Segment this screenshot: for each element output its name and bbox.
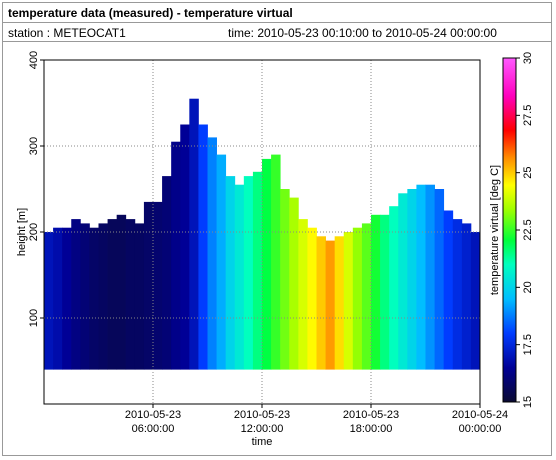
y-tick-label: 300: [28, 137, 40, 155]
heat-cell: [44, 232, 54, 370]
y-tick-label: 200: [28, 223, 40, 241]
heat-cell: [62, 227, 72, 370]
colorbar-label: temperature virtual [deg C]: [489, 165, 501, 295]
heat-cell: [289, 197, 299, 370]
heat-cell: [116, 214, 127, 370]
heat-cell: [71, 219, 81, 370]
time-range: time: 2010-05-23 00:10:00 to 2010-05-24 …: [228, 26, 497, 40]
x-tick-label: 2010-05-23 18:00:00: [342, 409, 400, 435]
colorbar: [502, 57, 517, 403]
heat-cell: [225, 176, 236, 370]
heat-cell: [425, 184, 435, 370]
heat-cell: [189, 98, 199, 370]
colorbar-tick-label: 27.5: [522, 105, 534, 126]
colorbar-tick-label: 22.5: [522, 219, 534, 240]
heat-cell: [107, 219, 118, 370]
heat-cell: [143, 201, 154, 370]
heat-cell: [316, 236, 326, 370]
heat-cell: [407, 189, 417, 370]
heat-cell: [371, 214, 381, 370]
heat-cell: [216, 154, 227, 370]
heat-cell: [171, 141, 181, 370]
heat-cell: [125, 219, 136, 370]
heat-cell: [470, 232, 481, 370]
plot-border: [43, 59, 481, 405]
heat-cell: [452, 219, 463, 370]
heat-cell: [398, 193, 408, 370]
heat-cell: [198, 124, 208, 370]
x-tick-label: 2010-05-24 00:00:00: [451, 409, 509, 435]
colorbar-tick-label: 30: [522, 52, 534, 64]
heat-cell: [361, 223, 372, 370]
colorbar-tick-label: 15: [522, 396, 534, 408]
x-tick-label: 2010-05-23 06:00:00: [124, 409, 182, 435]
heat-cell: [298, 219, 308, 370]
station: station : METEOCAT1: [8, 26, 126, 40]
heat-cell: [243, 176, 254, 370]
colorbar-tick-label: 17.5: [522, 334, 534, 355]
heat-cell: [162, 176, 172, 370]
heat-cell: [252, 171, 263, 370]
heat-cell: [134, 223, 145, 370]
y-tick-label: 100: [28, 309, 40, 327]
frame: [2, 2, 552, 456]
heat-cell: [325, 240, 336, 370]
heat-cell: [271, 154, 281, 370]
heat-cell: [352, 227, 363, 370]
heat-cell: [98, 223, 108, 370]
y-tick-label: 400: [28, 51, 40, 69]
heat-cell: [443, 210, 454, 370]
heat-cell: [389, 206, 399, 370]
heat-cell: [280, 189, 290, 370]
heat-cell: [53, 227, 63, 370]
colorbar-tick-label: 25: [522, 167, 534, 179]
heat-cell: [461, 223, 472, 370]
heat-cell: [334, 236, 345, 370]
heat-cell: [434, 189, 445, 370]
heat-cell: [153, 201, 163, 370]
colorbar-tick-label: 20: [522, 281, 534, 293]
heat-cell: [80, 223, 90, 370]
x-axis-label: time: [252, 436, 273, 448]
heat-cell: [380, 214, 390, 370]
heat-cell: [416, 184, 426, 370]
heat-cell: [262, 158, 272, 370]
x-tick-label: 2010-05-23 12:00:00: [233, 409, 291, 435]
info-row: [3, 22, 551, 42]
heat-cell: [180, 124, 190, 370]
heat-cell: [307, 227, 317, 370]
heat-cell: [234, 184, 245, 370]
panel-title: temperature data (measured) - temperatur…: [8, 6, 293, 20]
heat-cell: [89, 227, 99, 370]
heat-cell: [343, 232, 354, 370]
heat-cell: [207, 137, 217, 370]
y-axis-label: height [m]: [16, 208, 28, 256]
